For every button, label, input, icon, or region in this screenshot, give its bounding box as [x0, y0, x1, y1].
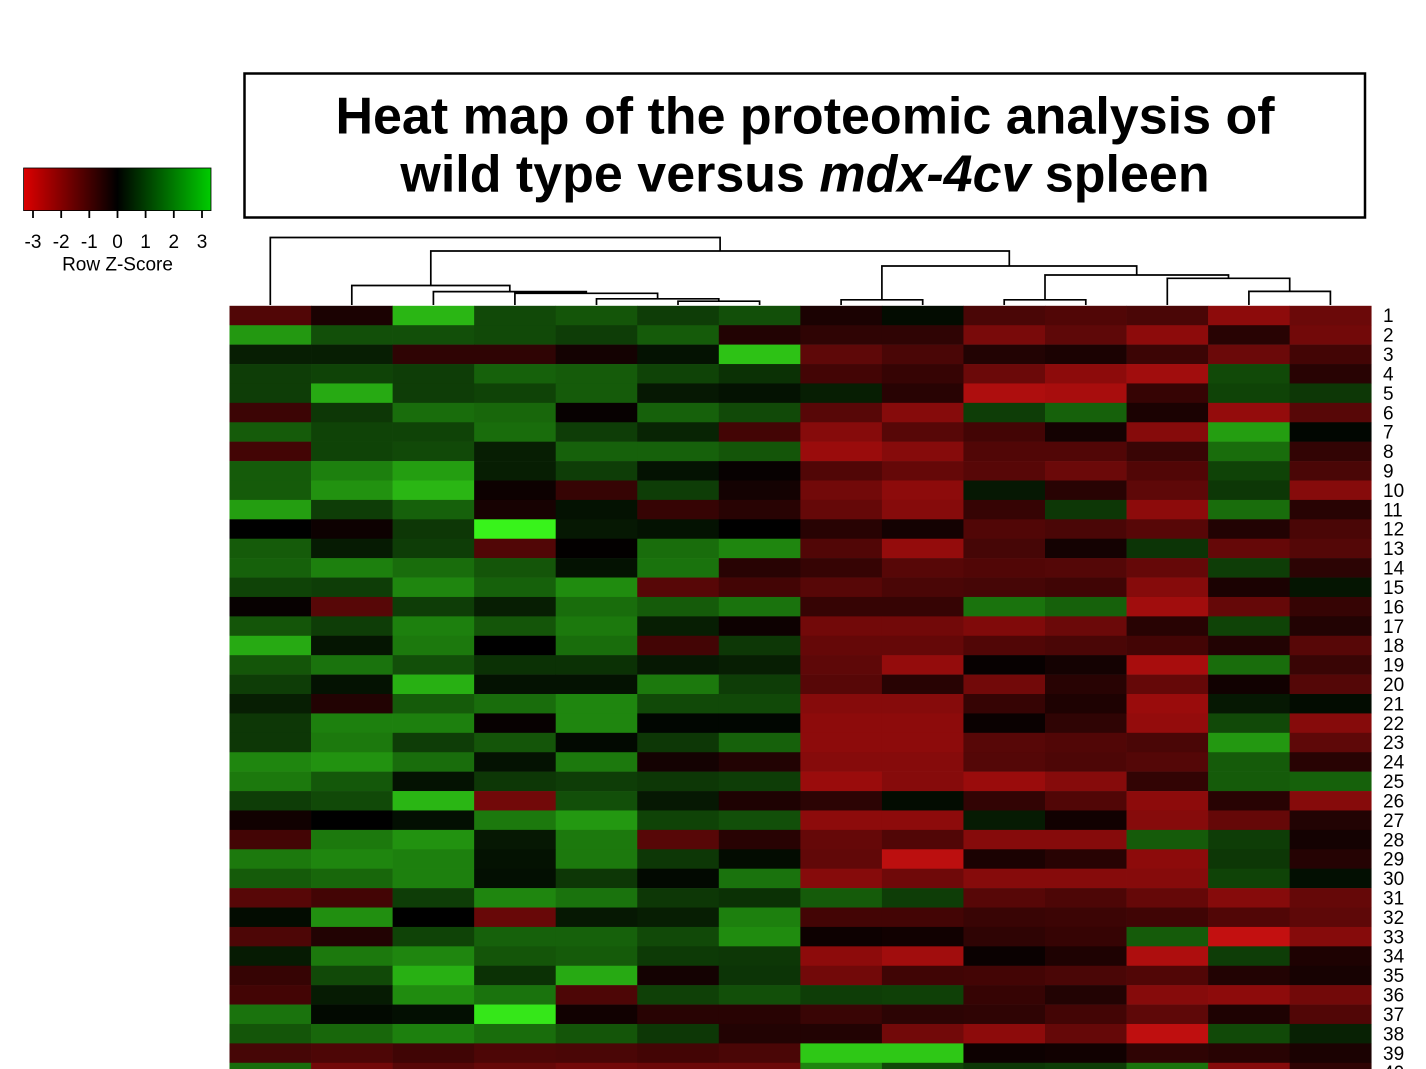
svg-text:17: 17: [1383, 617, 1404, 638]
svg-text:25: 25: [1383, 772, 1404, 793]
svg-text:18: 18: [1383, 636, 1404, 657]
svg-text:-1: -1: [81, 232, 98, 253]
svg-text:10: 10: [1383, 481, 1404, 502]
svg-text:16: 16: [1383, 597, 1404, 618]
svg-text:23: 23: [1383, 733, 1404, 754]
svg-text:12: 12: [1383, 520, 1404, 541]
svg-text:7: 7: [1383, 423, 1394, 444]
svg-text:31: 31: [1383, 889, 1404, 910]
svg-text:37: 37: [1383, 1005, 1404, 1026]
svg-text:2: 2: [169, 232, 180, 253]
svg-text:wild type versus mdx-4cv splee: wild type versus mdx-4cv spleen: [399, 146, 1209, 204]
svg-text:32: 32: [1383, 908, 1404, 929]
svg-text:1: 1: [140, 232, 151, 253]
svg-text:-3: -3: [25, 232, 42, 253]
svg-text:22: 22: [1383, 714, 1404, 735]
svg-text:35: 35: [1383, 966, 1404, 987]
svg-text:34: 34: [1383, 947, 1405, 968]
svg-text:9: 9: [1383, 462, 1394, 483]
svg-text:39: 39: [1383, 1044, 1404, 1065]
svg-text:21: 21: [1383, 694, 1404, 715]
svg-text:24: 24: [1383, 753, 1405, 774]
svg-text:4: 4: [1383, 364, 1394, 385]
svg-text:13: 13: [1383, 539, 1404, 560]
svg-text:29: 29: [1383, 850, 1404, 871]
svg-text:-2: -2: [53, 232, 70, 253]
svg-text:11: 11: [1383, 500, 1403, 521]
svg-text:19: 19: [1383, 656, 1404, 677]
svg-text:1: 1: [1383, 306, 1394, 327]
svg-text:40: 40: [1383, 1063, 1404, 1069]
svg-text:3: 3: [1383, 345, 1394, 366]
svg-text:14: 14: [1383, 559, 1405, 580]
svg-text:6: 6: [1383, 403, 1394, 424]
svg-text:8: 8: [1383, 442, 1394, 463]
svg-text:5: 5: [1383, 384, 1394, 405]
svg-text:3: 3: [197, 232, 208, 253]
svg-text:15: 15: [1383, 578, 1404, 599]
svg-text:30: 30: [1383, 869, 1404, 890]
svg-text:27: 27: [1383, 811, 1404, 832]
svg-text:0: 0: [112, 232, 123, 253]
svg-text:Heat map of the proteomic anal: Heat map of the proteomic analysis of: [335, 88, 1275, 146]
svg-text:Row Z-Score: Row Z-Score: [62, 255, 173, 276]
svg-text:38: 38: [1383, 1024, 1404, 1045]
svg-text:28: 28: [1383, 830, 1404, 851]
svg-text:36: 36: [1383, 986, 1404, 1007]
svg-text:26: 26: [1383, 792, 1404, 813]
svg-text:20: 20: [1383, 675, 1404, 696]
svg-text:2: 2: [1383, 326, 1394, 347]
svg-text:33: 33: [1383, 927, 1404, 948]
